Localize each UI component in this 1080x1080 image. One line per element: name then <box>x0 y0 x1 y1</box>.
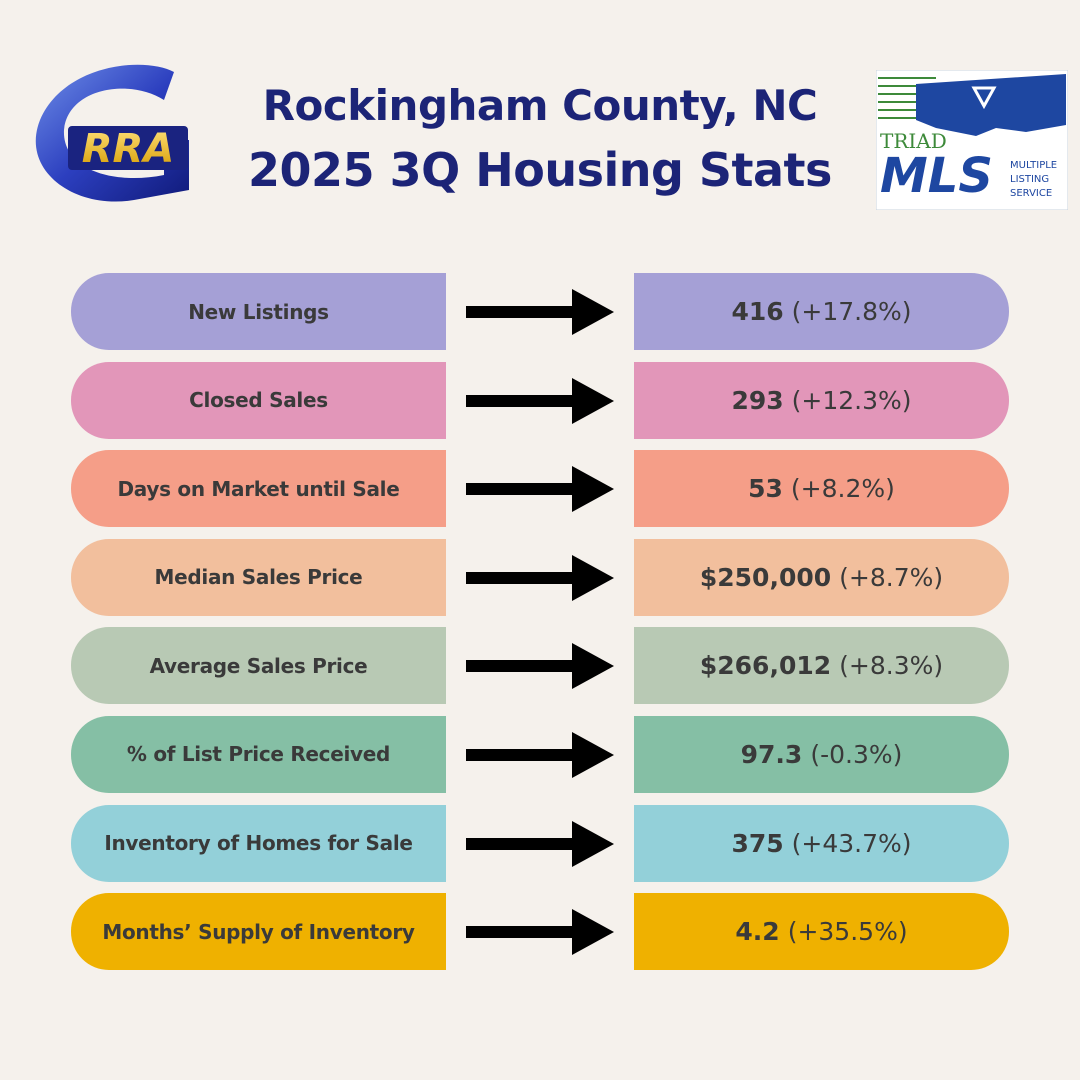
stat-value: $250,000 <box>699 562 832 592</box>
stat-change: (+8.2%) <box>790 474 895 504</box>
stat-label: % of List Price Received <box>126 742 391 767</box>
svg-text:SERVICE: SERVICE <box>1010 188 1052 199</box>
svg-text:MLS: MLS <box>880 148 993 204</box>
stat-value-pill: 53 (+8.2%) <box>634 450 1009 528</box>
stat-value-pill: 4.2 (+35.5%) <box>634 893 1009 971</box>
stat-label: Inventory of Homes for Sale <box>104 831 413 856</box>
stat-row-average-price: Average Sales Price $266,012 (+8.3%) <box>71 627 1009 705</box>
stat-label: Months’ Supply of Inventory <box>102 919 415 944</box>
stat-label-pill: Closed Sales <box>71 361 446 439</box>
stat-value-pill: 293 (+12.3%) <box>634 361 1009 439</box>
stat-value: $266,012 <box>699 651 832 681</box>
stat-change: (+8.7%) <box>839 562 944 592</box>
stat-label-pill: Months’ Supply of Inventory <box>71 893 446 971</box>
stat-value: 97.3 <box>740 739 803 769</box>
stat-value-pill: 416 (+17.8%) <box>634 273 1009 350</box>
stat-label-pill: Average Sales Price <box>71 627 446 705</box>
right-arrow-icon <box>466 554 614 601</box>
svg-text:LISTING: LISTING <box>1010 174 1049 185</box>
stat-label-pill: Days on Market until Sale <box>71 450 446 528</box>
stat-row-inventory: Inventory of Homes for Sale 375 (+43.7%) <box>71 804 1009 882</box>
svg-text:MULTIPLE: MULTIPLE <box>1010 160 1057 171</box>
stat-value-pill: $250,000 (+8.7%) <box>634 538 1009 616</box>
stat-change: (+35.5%) <box>787 917 908 947</box>
stat-row-days-on-market: Days on Market until Sale 53 (+8.2%) <box>71 450 1009 528</box>
stat-label-pill: % of List Price Received <box>71 715 446 793</box>
right-arrow-icon <box>466 909 614 956</box>
stat-row-closed-sales: Closed Sales 293 (+12.3%) <box>71 361 1009 439</box>
stat-label-pill: Inventory of Homes for Sale <box>71 804 446 882</box>
stat-label: Days on Market until Sale <box>117 476 400 501</box>
stat-value: 293 <box>731 385 784 415</box>
stat-value: 416 <box>731 297 784 326</box>
title-block: Rockingham County, NC 2025 3Q Housing St… <box>210 74 870 202</box>
right-arrow-icon <box>466 643 614 690</box>
right-arrow-icon <box>466 731 614 778</box>
stat-row-new-listings: New Listings 416 (+17.8%) <box>71 273 1009 350</box>
triad-mls-logo: TRIAD MLS MULTIPLE LISTING SERVICE <box>876 70 1068 210</box>
stat-row-months-supply: Months’ Supply of Inventory 4.2 (+35.5%) <box>71 893 1009 971</box>
stat-value: 375 <box>731 828 784 858</box>
grra-logo: RRA <box>35 64 190 202</box>
stat-label: Closed Sales <box>189 388 328 413</box>
stat-change: (+43.7%) <box>791 828 912 858</box>
right-arrow-icon <box>466 289 614 335</box>
stat-row-median-price: Median Sales Price $250,000 (+8.7%) <box>71 538 1009 616</box>
stat-value-pill: 97.3 (-0.3%) <box>634 715 1009 793</box>
page-title: Rockingham County, NC <box>262 81 818 130</box>
stat-change: (+17.8%) <box>791 297 912 326</box>
stat-label-pill: New Listings <box>71 273 446 350</box>
stat-value-pill: $266,012 (+8.3%) <box>634 627 1009 705</box>
stat-row-list-price-received: % of List Price Received 97.3 (-0.3%) <box>71 715 1009 793</box>
stat-label: Median Sales Price <box>154 565 363 590</box>
stat-label-pill: Median Sales Price <box>71 538 446 616</box>
stat-label: Average Sales Price <box>149 653 368 678</box>
stat-value-pill: 375 (+43.7%) <box>634 804 1009 882</box>
stat-change: (-0.3%) <box>810 739 903 769</box>
right-arrow-icon <box>466 377 614 424</box>
page-subtitle: 2025 3Q Housing Stats <box>248 143 832 197</box>
right-arrow-icon <box>466 466 614 513</box>
stat-change: (+8.3%) <box>839 651 944 681</box>
stats-list: New Listings 416 (+17.8%) Closed Sales 29… <box>71 273 1009 982</box>
svg-text:RRA: RRA <box>82 126 175 172</box>
stat-value: 53 <box>748 474 783 504</box>
stat-value: 4.2 <box>735 917 780 947</box>
svg-text:TRIAD: TRIAD <box>880 129 947 153</box>
stat-label: New Listings <box>188 299 329 324</box>
stat-change: (+12.3%) <box>791 385 912 415</box>
right-arrow-icon <box>466 820 614 867</box>
